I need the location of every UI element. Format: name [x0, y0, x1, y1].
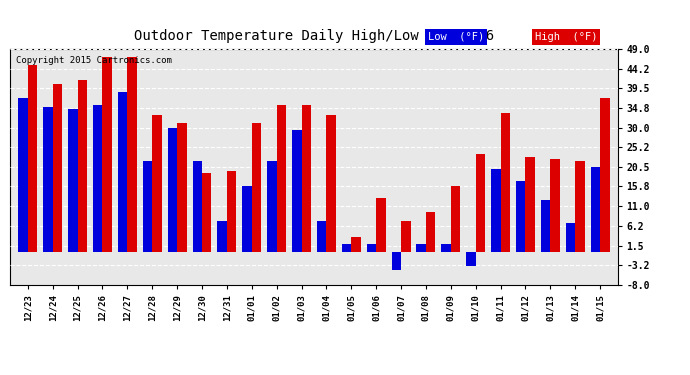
Bar: [217, 221, 227, 252]
Bar: [202, 173, 211, 252]
Bar: [600, 99, 609, 252]
Bar: [475, 154, 485, 252]
Bar: [102, 57, 112, 252]
Bar: [392, 252, 401, 270]
Bar: [351, 237, 361, 252]
Bar: [366, 243, 376, 252]
Bar: [292, 130, 302, 252]
Bar: [376, 198, 386, 252]
Bar: [566, 223, 575, 252]
Bar: [152, 115, 161, 252]
Bar: [168, 128, 177, 252]
Bar: [401, 221, 411, 252]
Bar: [451, 186, 460, 252]
Bar: [326, 115, 336, 252]
Bar: [77, 80, 87, 252]
Bar: [19, 99, 28, 252]
Bar: [526, 156, 535, 252]
Bar: [52, 84, 62, 252]
Bar: [277, 105, 286, 252]
Bar: [193, 160, 202, 252]
Text: High  (°F): High (°F): [535, 32, 598, 42]
Bar: [177, 123, 186, 252]
Bar: [466, 252, 475, 266]
Text: Copyright 2015 Cartronics.com: Copyright 2015 Cartronics.com: [17, 56, 172, 65]
Bar: [541, 200, 551, 252]
Text: Low  (°F): Low (°F): [428, 32, 484, 42]
Bar: [128, 57, 137, 252]
Bar: [342, 243, 351, 252]
Bar: [417, 243, 426, 252]
Bar: [491, 169, 500, 252]
Bar: [267, 160, 277, 252]
Bar: [227, 171, 236, 252]
Bar: [43, 107, 52, 252]
Bar: [575, 160, 584, 252]
Bar: [442, 243, 451, 252]
Bar: [426, 213, 435, 252]
Bar: [551, 159, 560, 252]
Bar: [516, 182, 526, 252]
Bar: [28, 65, 37, 252]
Title: Outdoor Temperature Daily High/Low 20150116: Outdoor Temperature Daily High/Low 20150…: [134, 29, 494, 44]
Bar: [242, 186, 252, 252]
Bar: [118, 92, 128, 252]
Bar: [93, 105, 102, 252]
Bar: [591, 167, 600, 252]
Bar: [302, 105, 311, 252]
Bar: [68, 109, 77, 252]
Bar: [252, 123, 262, 252]
Bar: [143, 160, 152, 252]
Bar: [317, 221, 326, 252]
Bar: [500, 113, 510, 252]
